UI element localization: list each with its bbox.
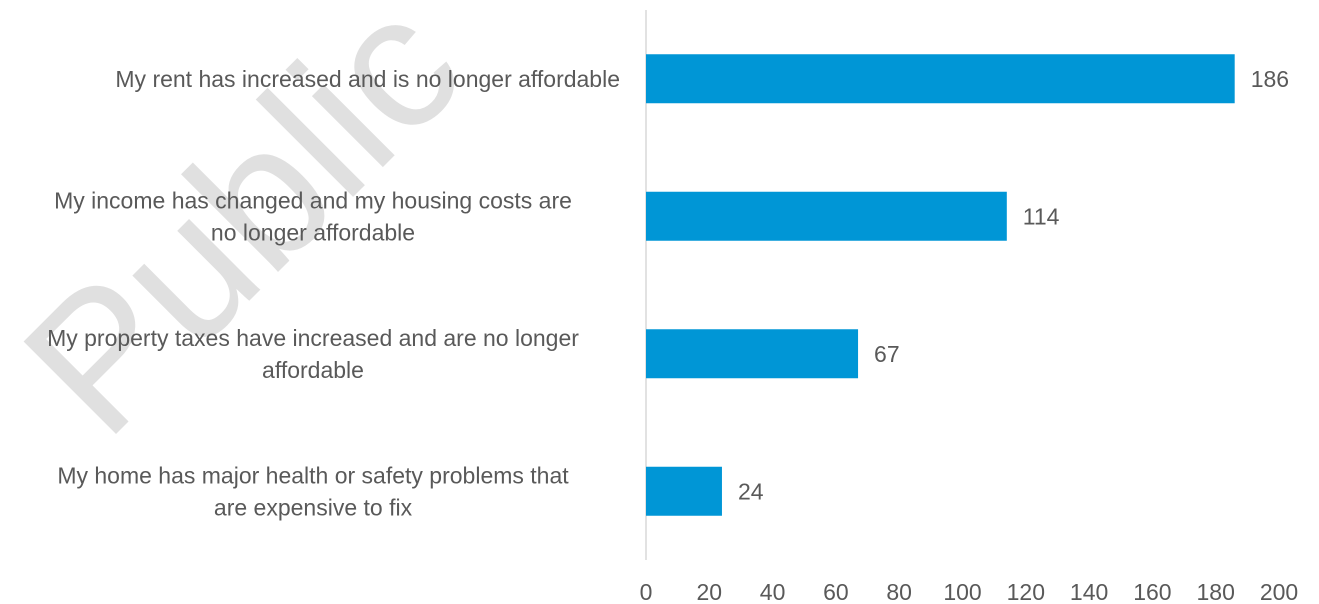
- data-label: 24: [738, 478, 764, 504]
- data-label: 186: [1251, 66, 1289, 92]
- x-tick-label: 160: [1133, 579, 1171, 604]
- x-tick-label: 100: [943, 579, 981, 604]
- category-labels-group: My rent has increased and is no longer a…: [47, 66, 620, 521]
- data-label: 114: [1023, 203, 1060, 229]
- x-tick-label: 140: [1070, 579, 1108, 604]
- category-label: My rent has increased and is no longer a…: [115, 66, 620, 92]
- x-tick-label: 20: [697, 579, 723, 604]
- bar: [646, 191, 1007, 241]
- x-tick-label: 0: [640, 579, 653, 604]
- bar: [646, 466, 722, 516]
- x-tick-label: 80: [886, 579, 912, 604]
- data-label: 67: [874, 341, 900, 367]
- x-tick-label: 120: [1007, 579, 1045, 604]
- x-tick-label: 40: [760, 579, 786, 604]
- category-label: My property taxes have increased and are…: [47, 325, 579, 383]
- x-tick-label: 60: [823, 579, 849, 604]
- category-label: My income has changed and my housing cos…: [54, 187, 572, 245]
- data-labels-group: 186 114 67 24: [738, 66, 1289, 505]
- x-tick-labels-group: 0 20 40 60 80 100 120 140 160 180 200: [640, 579, 1299, 604]
- bars-group: [646, 54, 1235, 516]
- category-label: My home has major health or safety probl…: [57, 462, 569, 520]
- bar: [646, 329, 859, 379]
- bar: [646, 54, 1235, 104]
- x-tick-label: 200: [1260, 579, 1298, 604]
- x-tick-label: 180: [1197, 579, 1235, 604]
